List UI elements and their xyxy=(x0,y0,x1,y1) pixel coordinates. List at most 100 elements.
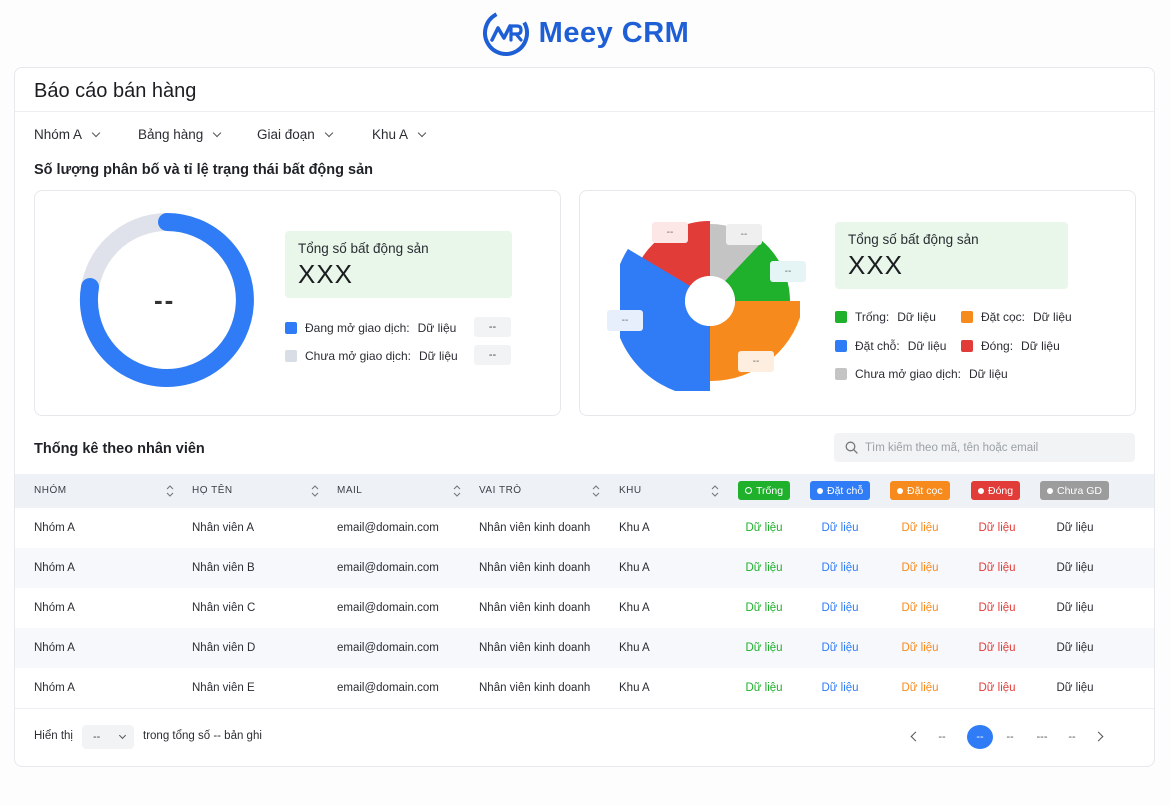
status-dot-icon xyxy=(1047,487,1053,494)
legend-label: Đặt cọc: xyxy=(981,310,1026,324)
table-row[interactable]: Nhóm A Nhân viên A email@domain.com Nhân… xyxy=(15,508,1154,548)
page-size-value: -- xyxy=(93,731,101,743)
distribution-title: Số lượng phân bố và tỉ lệ trạng thái bất… xyxy=(34,162,374,178)
pie-slice-deposit xyxy=(710,301,800,382)
legend-value: Dữ liệu xyxy=(417,321,457,335)
filter-phase-label: Giai đoạn xyxy=(257,127,315,142)
cell-status-deposit: Dữ liệu xyxy=(901,642,939,654)
staff-search-box[interactable] xyxy=(834,433,1135,462)
status-pie-chart xyxy=(620,220,800,391)
cell-group: Nhóm A xyxy=(34,562,75,574)
pie-slice-empty xyxy=(725,240,790,301)
sales-report-card: Báo cáo bán hàng Nhóm A Bảng hàng Giai đ… xyxy=(14,67,1155,767)
total-property-value: XXX xyxy=(848,250,904,280)
filter-phase[interactable]: Giai đoạn xyxy=(257,127,334,142)
chevron-down-icon xyxy=(324,128,334,137)
sort-icon[interactable] xyxy=(311,483,319,499)
column-header-name[interactable]: HỌ TÊN xyxy=(192,485,233,496)
legend-label: Đang mở giao dịch: xyxy=(305,321,410,335)
status-header-label: Đóng xyxy=(988,484,1014,497)
status-header-not-open[interactable]: Chưa GD xyxy=(1040,481,1109,500)
table-row[interactable]: Nhóm A Nhân viên B email@domain.com Nhân… xyxy=(15,548,1154,588)
staff-stats-title: Thống kê theo nhân viên xyxy=(34,441,205,457)
page-size-select[interactable]: -- xyxy=(82,725,134,749)
status-header-closed[interactable]: Đóng xyxy=(971,481,1021,500)
legend-label: Đặt chỗ: xyxy=(855,339,900,353)
sort-icon[interactable] xyxy=(453,483,461,499)
total-property-box: Tổng số bất động sản XXX xyxy=(835,222,1068,289)
cell-status-not-open: Dữ liệu xyxy=(1056,682,1094,694)
status-header-deposit[interactable]: Đặt cọc xyxy=(890,481,950,500)
cell-status-closed: Dữ liệu xyxy=(978,562,1016,574)
status-header-reserved[interactable]: Đặt chỗ xyxy=(810,481,871,500)
chevron-down-icon xyxy=(91,128,101,137)
column-header-role[interactable]: VAI TRÒ xyxy=(479,485,522,496)
sort-icon[interactable] xyxy=(711,483,719,499)
legend-value: Dữ liệu xyxy=(968,367,1008,381)
open-status-panel: -- Tổng số bất động sản XXX Đang mở giao… xyxy=(34,190,561,416)
legend-label: Chưa mở giao dịch: xyxy=(855,367,961,381)
cell-mail: email@domain.com xyxy=(337,522,439,534)
filter-group-label: Nhóm A xyxy=(34,127,83,142)
pie-tag-closed: -- xyxy=(652,222,688,243)
page-item-current[interactable]: -- xyxy=(967,725,993,749)
legend-swatch xyxy=(835,311,847,323)
sort-icon[interactable] xyxy=(592,483,600,499)
prev-page-icon[interactable] xyxy=(910,731,921,742)
filter-group[interactable]: Nhóm A xyxy=(34,127,101,142)
cell-status-reserved: Dữ liệu xyxy=(821,602,859,614)
chevron-down-icon xyxy=(213,128,222,137)
cell-status-reserved: Dữ liệu xyxy=(821,642,859,654)
cell-zone: Khu A xyxy=(619,522,650,534)
status-header-empty[interactable]: Trống xyxy=(738,481,791,500)
table-row[interactable]: Nhóm A Nhân viên C email@domain.com Nhân… xyxy=(15,588,1154,628)
column-header-mail[interactable]: MAIL xyxy=(337,485,363,496)
page-item[interactable]: -- xyxy=(1006,731,1014,743)
staff-search-input[interactable] xyxy=(865,441,1125,454)
column-header-group[interactable]: NHÓM xyxy=(34,485,67,496)
legend-value: Dữ liệu xyxy=(907,339,947,353)
cell-status-closed: Dữ liệu xyxy=(978,522,1016,534)
next-page-icon[interactable] xyxy=(1093,731,1104,742)
sort-icon[interactable] xyxy=(166,483,174,499)
legend-swatch xyxy=(285,322,297,334)
legend-value: Dữ liệu xyxy=(1033,310,1072,324)
donut-center-value: -- xyxy=(154,285,176,315)
cell-status-deposit: Dữ liệu xyxy=(901,522,939,534)
status-header-label: Đặt cọc xyxy=(907,484,943,497)
table-footer: Hiển thị -- trong tổng số -- bản ghi -- … xyxy=(15,708,1154,766)
cell-mail: email@domain.com xyxy=(337,682,439,694)
cell-mail: email@domain.com xyxy=(337,642,439,654)
legend-label: Chưa mở giao dịch: xyxy=(305,349,411,363)
cell-name: Nhân viên D xyxy=(192,642,256,654)
cell-status-not-open: Dữ liệu xyxy=(1056,522,1094,534)
legend-count: -- xyxy=(474,317,511,337)
table-row[interactable]: Nhóm A Nhân viên E email@domain.com Nhân… xyxy=(15,668,1154,708)
legend-reserved: Đặt chỗ: Dữ liệu xyxy=(835,339,946,353)
total-property-label: Tổng số bất động sản xyxy=(298,241,429,256)
table-row[interactable]: Nhóm A Nhân viên D email@domain.com Nhân… xyxy=(15,628,1154,668)
legend-open: Đang mở giao dịch: Dữ liệu xyxy=(285,321,456,335)
legend-deposit: Đặt cọc: Dữ liệu xyxy=(961,310,1072,324)
search-icon xyxy=(845,441,858,454)
page-item[interactable]: -- xyxy=(938,731,946,743)
cell-role: Nhân viên kinh doanh xyxy=(479,562,591,574)
filter-product-table[interactable]: Bảng hàng xyxy=(138,127,222,142)
status-dot-icon xyxy=(817,487,823,494)
cell-status-closed: Dữ liệu xyxy=(978,682,1016,694)
total-property-box: Tổng số bất động sản XXX xyxy=(285,231,512,298)
legend-swatch xyxy=(961,340,973,352)
column-header-zone[interactable]: KHU xyxy=(619,485,642,496)
pie-tag-empty: -- xyxy=(770,261,806,282)
page-item[interactable]: -- xyxy=(1068,731,1076,743)
page-ellipsis[interactable]: --- xyxy=(1036,731,1048,743)
total-property-value: XXX xyxy=(298,259,354,289)
staff-table-header: NHÓM HỌ TÊN MAIL VAI TRÒ KHU Trống Đặt c… xyxy=(15,474,1154,508)
show-label: Hiển thị xyxy=(34,730,73,742)
filter-zone[interactable]: Khu A xyxy=(372,127,427,142)
cell-status-not-open: Dữ liệu xyxy=(1056,562,1094,574)
legend-closed: Đóng: Dữ liệu xyxy=(961,339,1060,353)
legend-value: Dữ liệu xyxy=(418,349,458,363)
cell-status-deposit: Dữ liệu xyxy=(901,562,939,574)
status-ring-icon xyxy=(745,487,752,494)
